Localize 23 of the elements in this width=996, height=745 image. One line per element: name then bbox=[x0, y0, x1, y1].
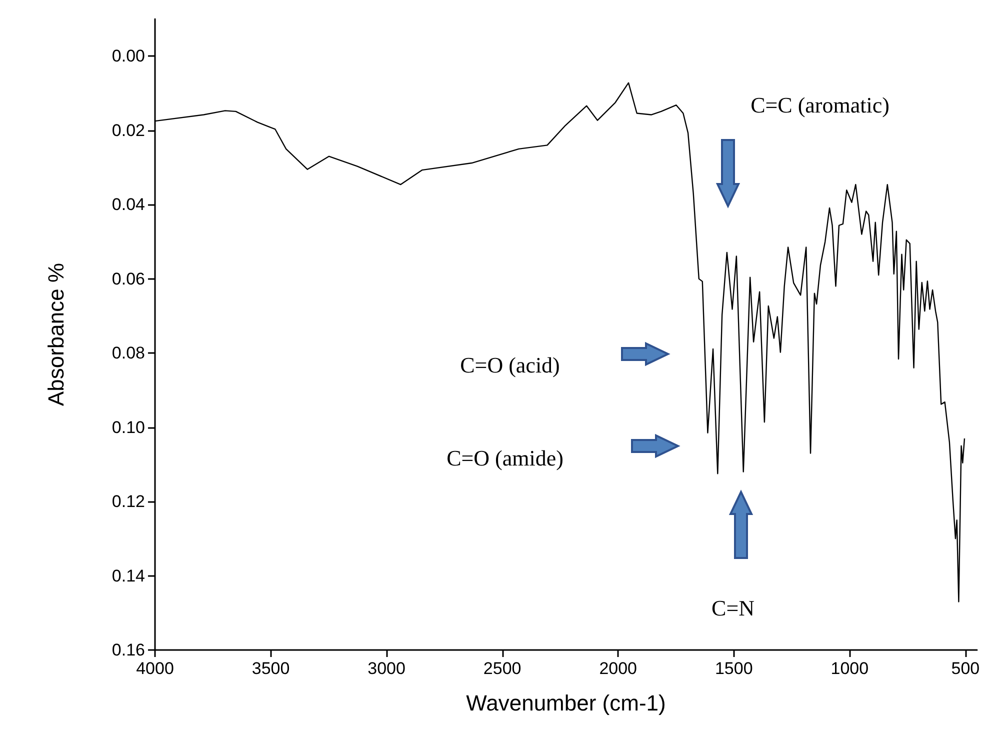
annotation: C=O (acid) bbox=[460, 352, 560, 378]
x-tick-label: 2000 bbox=[599, 659, 638, 678]
x-tick-label: 1500 bbox=[714, 659, 753, 678]
y-tick-label: 0.00 bbox=[112, 46, 145, 66]
y-tick-label: 0.14 bbox=[112, 566, 145, 586]
x-tick-label: 3000 bbox=[368, 659, 406, 678]
x-tick-label: 1000 bbox=[830, 659, 869, 678]
y-axis-title: Absorbance % bbox=[44, 262, 68, 406]
y-tick-label: 0.02 bbox=[112, 120, 145, 140]
x-tick-label: 500 bbox=[951, 659, 980, 678]
annotation: C=O (amide) bbox=[446, 446, 564, 470]
annotation: C=N bbox=[712, 596, 755, 620]
y-tick-label: 0.06 bbox=[112, 269, 145, 288]
x-tick-label: 3500 bbox=[252, 659, 290, 678]
y-tick-label: 0.16 bbox=[112, 640, 145, 660]
y-tick-label: 0.04 bbox=[112, 195, 145, 214]
y-tick-label: 0.08 bbox=[112, 344, 145, 363]
y-tick-label: 0.12 bbox=[112, 492, 145, 512]
y-tick-label: 0.10 bbox=[112, 418, 145, 437]
x-tick-label: 2500 bbox=[483, 659, 522, 678]
annotation: C=C (aromatic) bbox=[750, 92, 890, 118]
x-axis-title: Wavenumber (cm-1) bbox=[466, 690, 666, 716]
x-tick-label: 4000 bbox=[136, 659, 174, 678]
